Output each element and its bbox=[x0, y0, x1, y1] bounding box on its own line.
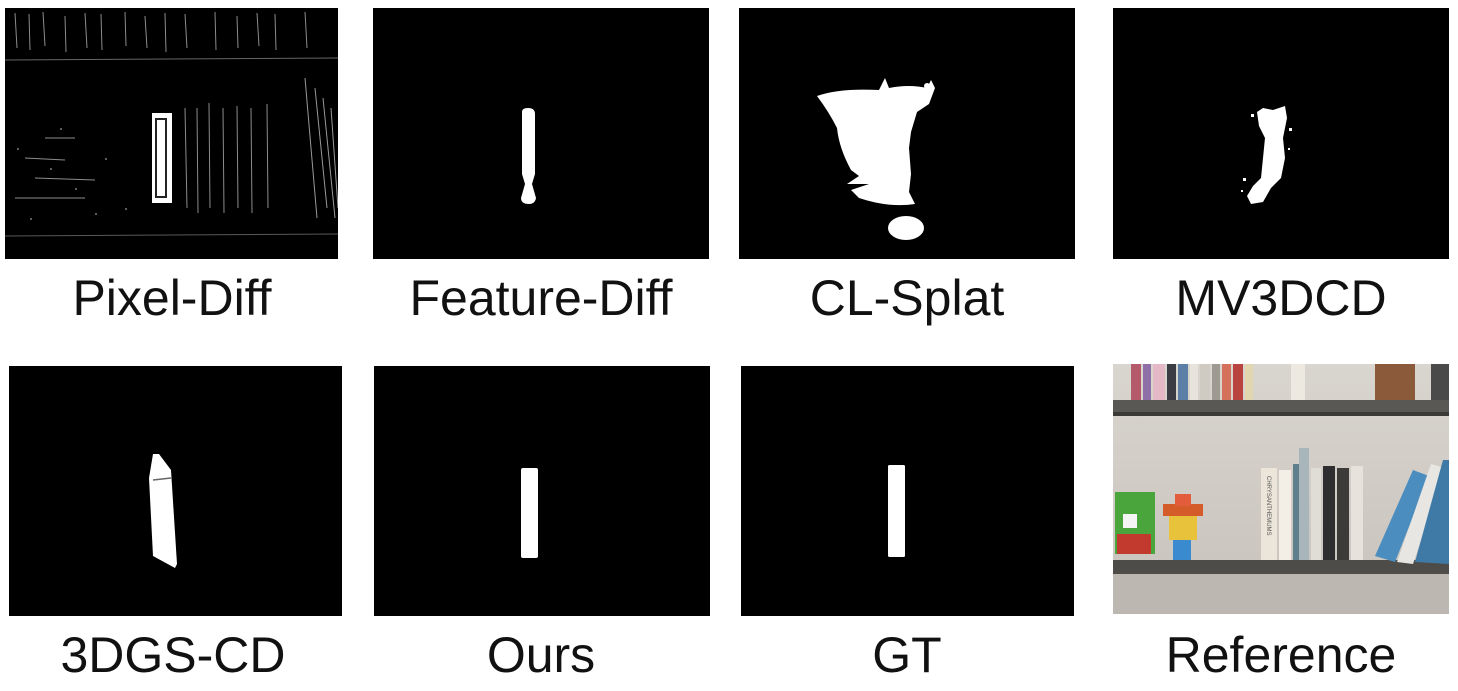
reference-book-spine-text: CHRYSANTHEMUMS bbox=[1265, 476, 1271, 536]
feature-diff-drawing bbox=[373, 8, 709, 259]
cl-splat-mask bbox=[739, 8, 1075, 259]
ours-mask bbox=[374, 366, 710, 616]
caption-ours: Ours bbox=[486, 627, 596, 683]
caption-feature-diff: Feature-Diff bbox=[409, 270, 673, 326]
reference-photo: CHRYSANTHEMUMS bbox=[1113, 364, 1449, 614]
cl-splat-drawing bbox=[739, 8, 1075, 259]
mv3dcd-mask bbox=[1113, 8, 1449, 259]
pixel-diff-mask bbox=[5, 8, 338, 259]
3dgs-cd-mask bbox=[9, 366, 342, 616]
3dgs-cd-drawing bbox=[9, 366, 342, 616]
gt-drawing bbox=[741, 366, 1074, 616]
caption-cl-splat: CL-Splat bbox=[809, 270, 1005, 326]
mv3dcd-drawing bbox=[1113, 8, 1449, 259]
pixel-diff-drawing bbox=[5, 8, 338, 259]
ours-drawing bbox=[374, 366, 710, 616]
reference-photo-drawing: CHRYSANTHEMUMS bbox=[1113, 364, 1449, 614]
caption-reference: Reference bbox=[1165, 627, 1397, 683]
feature-diff-mask bbox=[373, 8, 709, 259]
gt-mask bbox=[741, 366, 1074, 616]
caption-pixel-diff: Pixel-Diff bbox=[72, 270, 272, 326]
caption-3dgs-cd: 3DGS-CD bbox=[60, 627, 286, 683]
caption-gt: GT bbox=[872, 627, 942, 683]
caption-mv3dcd: MV3DCD bbox=[1175, 270, 1387, 326]
